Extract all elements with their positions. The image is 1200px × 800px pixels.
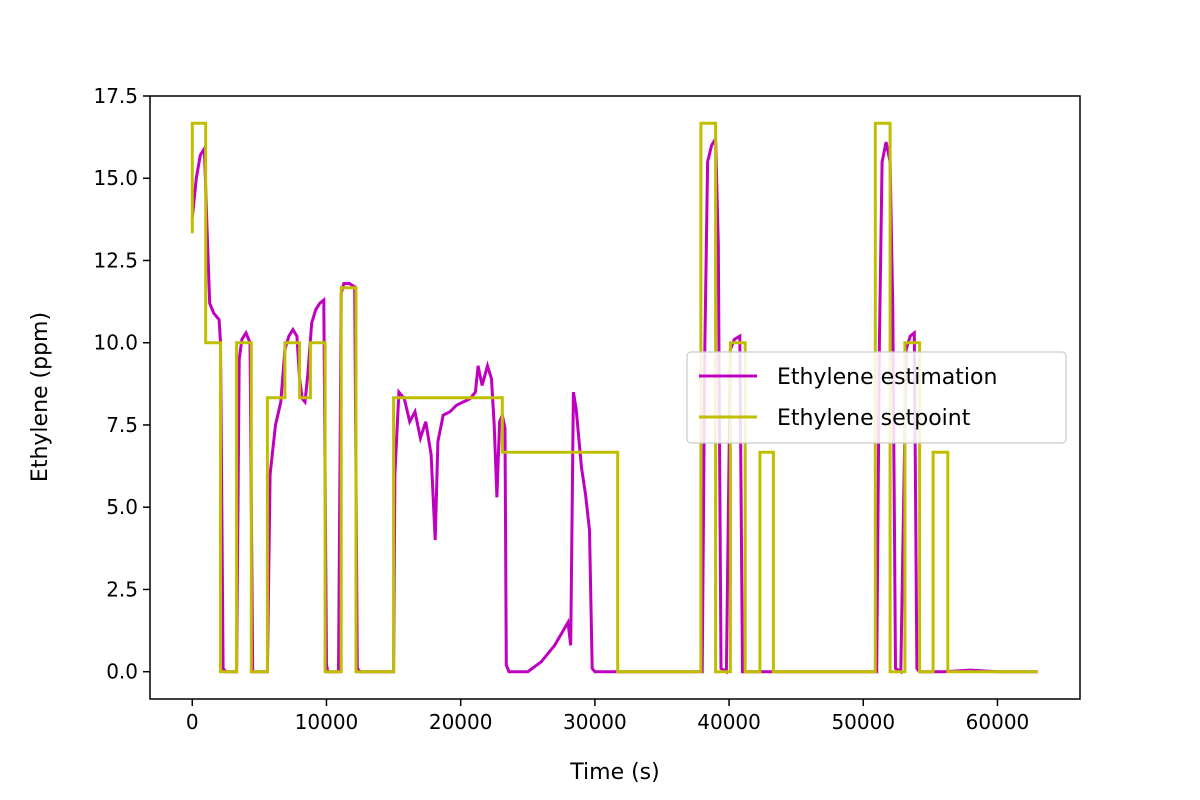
y-tick-label: 12.5: [93, 248, 138, 272]
x-axis: 0 10000 20000 30000 40000 50000 60000: [186, 699, 1029, 734]
x-tick-label: 10000: [295, 710, 359, 734]
x-axis-label: Time (s): [569, 760, 659, 785]
x-tick-label: 30000: [563, 710, 627, 734]
plot-frame: [149, 95, 1081, 700]
y-tick-label: 5.0: [106, 495, 138, 519]
y-axis-label: Ethylene (ppm): [28, 312, 53, 482]
legend-label-setpoint: Ethylene setpoint: [777, 406, 971, 431]
x-tick-label: 20000: [429, 710, 493, 734]
x-tick-label: 0: [186, 710, 199, 734]
legend-label-estimation: Ethylene estimation: [777, 365, 997, 390]
x-tick-label: 40000: [697, 710, 761, 734]
y-tick-label: 17.5: [93, 84, 138, 108]
x-tick-label: 50000: [831, 710, 895, 734]
x-tick-label: 60000: [966, 710, 1030, 734]
legend: Ethylene estimation Ethylene setpoint: [686, 351, 1067, 444]
legend-box: [686, 351, 1067, 444]
y-tick-label: 0.0: [106, 660, 138, 684]
y-tick-label: 15.0: [93, 166, 138, 190]
y-tick-label: 7.5: [106, 413, 138, 437]
y-axis: 0.0 2.5 5.0 7.5 10.0 12.5 15.0 17.5: [93, 84, 150, 684]
y-tick-label: 10.0: [93, 331, 138, 355]
series-line-setpoint: [190, 121, 1038, 674]
y-tick-label: 2.5: [106, 577, 138, 601]
